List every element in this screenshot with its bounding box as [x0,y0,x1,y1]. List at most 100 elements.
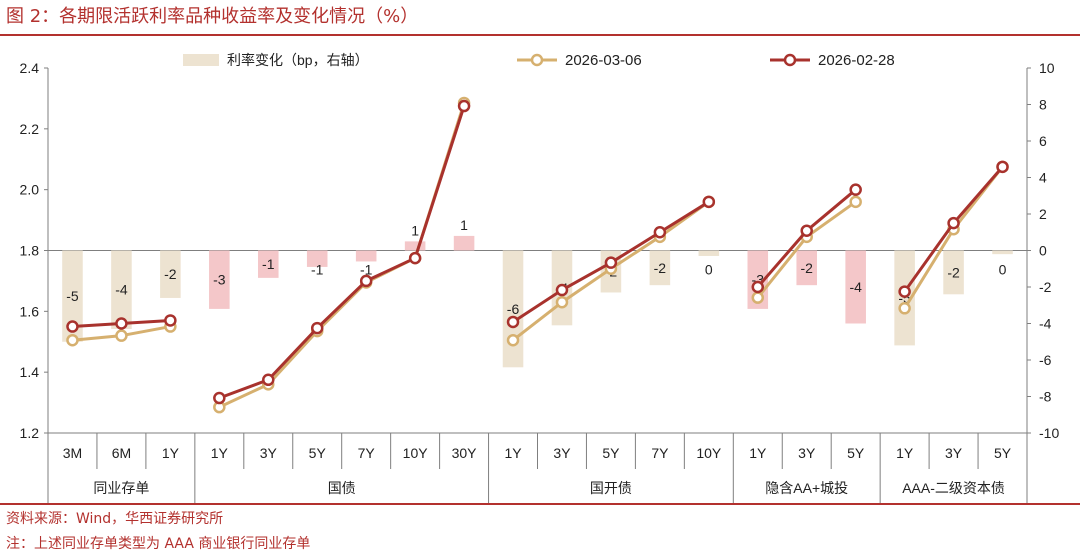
series-0228-point [506,315,520,329]
rate-change-bar [796,250,818,286]
source-note: 资料来源：Wind，华西证券研究所 [6,511,224,527]
left-tick-label: 2.2 [20,121,40,137]
rate-change-label: -2 [947,264,960,280]
rate-change-bar [649,250,671,286]
series-0228-point [996,160,1009,174]
x-tick-label: 5Y [994,445,1012,461]
x-tick-label: 3Y [945,445,963,461]
series-0228-point [66,320,79,333]
rate-change-label: -2 [164,266,177,282]
series-0228-point [213,391,226,405]
series-0228-point [164,314,177,327]
series-0228-point [359,274,373,288]
x-tick-label: 5Y [602,445,620,461]
series-0228-point [702,195,716,209]
series-0228-line [218,105,466,400]
group-label: 隐含AA+城投 [765,480,848,496]
rate-change-bar [894,250,915,346]
series-0306-point [115,329,128,342]
title-rule [0,34,1080,36]
rate-change-bar [453,235,475,251]
series-0306-line [218,102,466,409]
legend-bar-swatch [183,54,219,66]
right-tick-label: 10 [1039,60,1055,76]
rate-change-bar [698,250,720,256]
rate-change-label: -3 [213,272,226,288]
rate-change-label: -2 [654,260,667,276]
left-tick-label: 1.8 [20,243,40,259]
x-tick-label: 10Y [403,445,429,461]
series-0228-point [262,373,275,387]
series-0228-point [849,183,862,196]
left-tick-label: 2.0 [20,182,40,198]
series-0306-point [751,291,765,304]
x-tick-label: 3Y [798,445,816,461]
yield-chart: 1.21.41.61.82.02.22.4-10-8-6-4-20246810-… [20,52,1059,503]
series-0228-point [800,224,813,237]
right-tick-label: 4 [1039,170,1047,186]
x-tick-label: 1Y [896,445,914,461]
rate-change-bar [355,250,377,262]
x-tick-label: 5Y [309,445,327,461]
series-0228-point [457,99,471,113]
rate-change-label: 1 [411,222,419,238]
series-0228-point [408,251,422,265]
x-tick-label: 1Y [504,445,522,461]
rate-change-bar [845,250,866,324]
footer-rule [0,503,1080,505]
series-0228-point [604,256,618,269]
series-0228-point [898,285,911,298]
series-0306-point [555,295,569,309]
rate-change-label: -1 [360,262,373,278]
series-0306-point [66,333,79,347]
x-tick-label: 3M [63,445,82,461]
rate-change-bar [160,250,181,298]
x-tick-label: 5Y [847,445,865,461]
series-0228-point [555,283,569,297]
legend-bar-label: 利率变化（bp，右轴） [227,52,369,68]
series-0228-point [115,317,128,330]
right-tick-label: -8 [1039,389,1052,405]
group-label: 国债 [328,480,356,496]
rate-change-bar [404,241,426,251]
remark-note: 注：上述同业存单类型为 AAA 商业银行同业存单 [6,536,311,552]
legend-marker [530,53,544,67]
figure-title: 图 2：各期限活跃利率品种收益率及变化情况（%） [6,6,419,27]
legend-line-label: 2026-03-06 [565,52,642,69]
rate-change-label: -4 [115,282,128,298]
left-tick-label: 1.4 [20,364,40,380]
rate-change-label: -6 [507,301,520,317]
right-tick-label: 6 [1039,133,1047,149]
rate-change-bar [62,250,83,342]
rate-change-bar [992,250,1013,255]
series-0306-point [506,333,520,347]
series-0228-point [947,216,960,230]
x-tick-label: 7Y [651,445,669,461]
rate-change-label: 1 [460,217,468,233]
rate-change-bar [943,250,964,295]
x-tick-label: 7Y [358,445,376,461]
x-tick-label: 10Y [696,445,722,461]
series-0306-point [898,302,911,315]
rate-change-bar [209,250,230,309]
group-label: 同业存单 [93,480,149,496]
legend-marker [783,53,797,67]
right-tick-label: -4 [1039,316,1052,332]
rate-change-label: -1 [262,256,275,272]
rate-change-label: 0 [705,262,713,278]
rate-change-label: -1 [311,262,324,278]
left-tick-label: 1.6 [20,303,40,319]
rate-change-label: -4 [849,279,862,295]
right-tick-label: -10 [1039,425,1059,441]
right-tick-label: 2 [1039,206,1047,222]
left-tick-label: 2.4 [20,60,40,76]
x-tick-label: 1Y [162,445,180,461]
left-tick-label: 1.2 [20,425,40,441]
series-0306-point [849,195,862,209]
x-tick-label: 3Y [260,445,278,461]
x-tick-label: 30Y [452,445,478,461]
x-tick-label: 1Y [749,445,767,461]
x-tick-label: 6M [112,445,131,461]
x-tick-label: 3Y [553,445,571,461]
group-label: 国开债 [590,480,632,496]
